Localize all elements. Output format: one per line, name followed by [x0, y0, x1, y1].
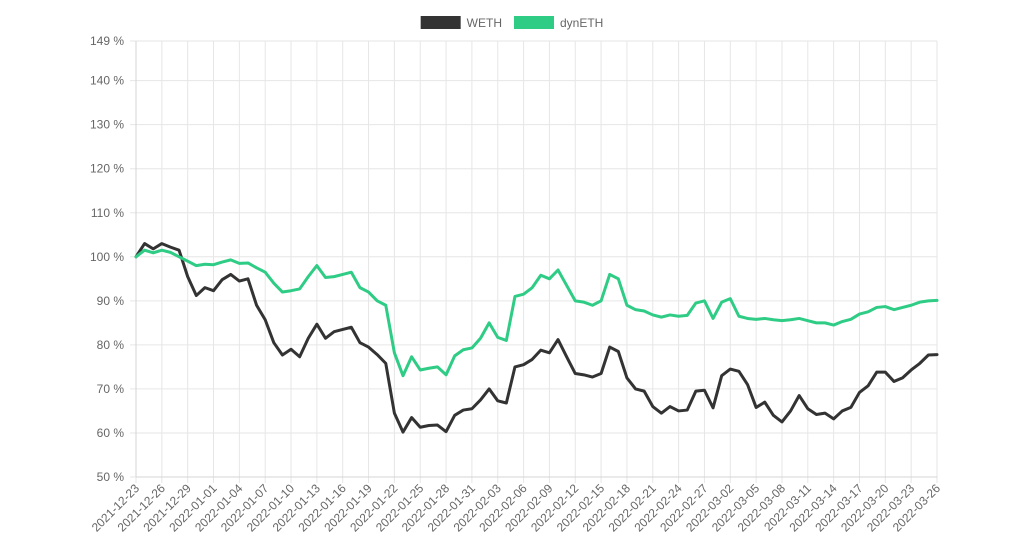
- legend-item-weth[interactable]: WETH: [420, 16, 502, 30]
- legend: WETH dynETH: [420, 16, 603, 30]
- y-tick-label: 149 %: [90, 34, 124, 48]
- series-line-weth: [134, 242, 939, 434]
- legend-swatch: [420, 16, 461, 29]
- legend-item-dyneth[interactable]: dynETH: [513, 16, 603, 30]
- y-axis: 50 % 60 % 70 % 80 % 90 % 100 % 110 % 120 % 130 %…: [90, 34, 137, 484]
- series-lines: [134, 242, 939, 434]
- y-tick-label: 70 %: [97, 382, 125, 396]
- legend-label: WETH: [467, 16, 502, 30]
- y-tick-label: 130 %: [90, 118, 124, 132]
- y-tick-label: 50 %: [97, 470, 125, 484]
- y-tick-label: 120 %: [90, 162, 124, 176]
- legend-swatch: [513, 16, 554, 29]
- y-tick-label: 110 %: [91, 206, 124, 220]
- legend-label: dynETH: [560, 16, 603, 30]
- y-tick-label: 100 %: [90, 250, 124, 264]
- y-tick-label: 80 %: [97, 338, 125, 352]
- grid-lines: [130, 40, 938, 483]
- y-tick-label: 90 %: [97, 294, 125, 308]
- series-line-dyneth: [134, 248, 939, 378]
- y-tick-label: 60 %: [97, 426, 125, 440]
- x-axis: 2021-12-232021-12-262021-12-292022-01-01…: [89, 476, 943, 535]
- y-tick-label: 140 %: [90, 74, 124, 88]
